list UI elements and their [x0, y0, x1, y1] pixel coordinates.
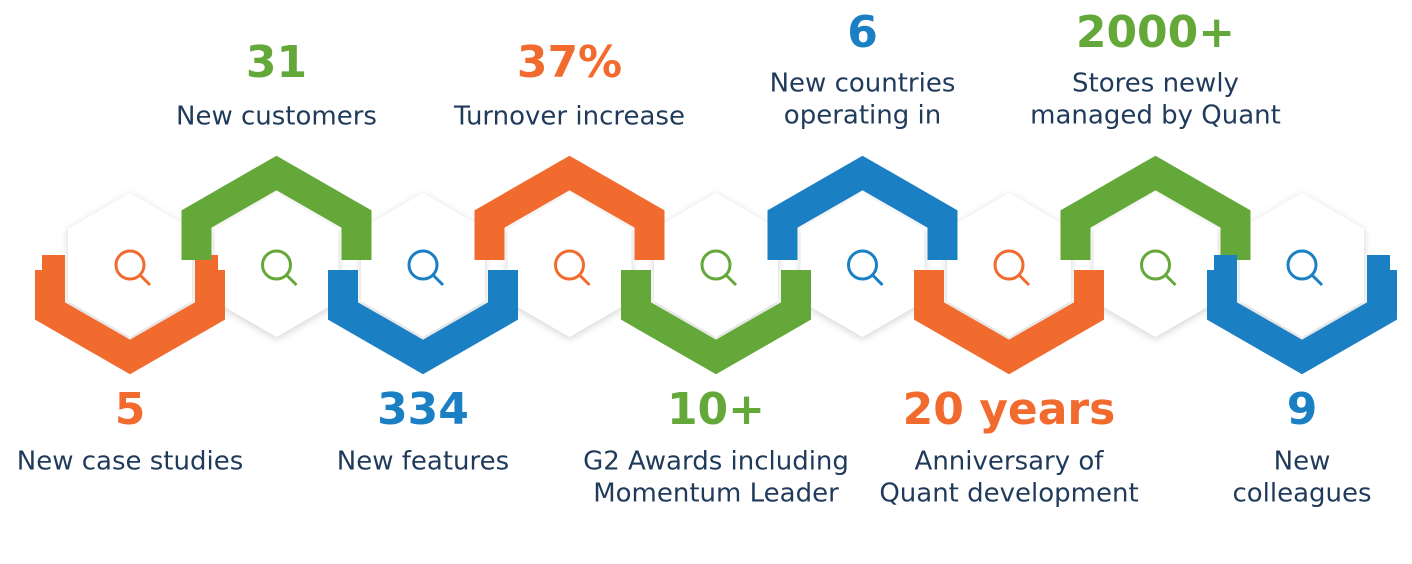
- hexagon: [507, 193, 632, 337]
- stat-number: 31: [246, 37, 307, 88]
- stat-label: New case studies: [17, 447, 244, 477]
- icon-shape: [847, 249, 878, 281]
- icon: [847, 249, 884, 287]
- band: [35, 255, 225, 375]
- stat-label: Stores newly: [1072, 69, 1239, 99]
- stat-label: New features: [337, 447, 509, 477]
- hexagon: [68, 193, 192, 337]
- hexagon: [1240, 193, 1364, 337]
- stat-number: 10+: [667, 384, 765, 435]
- stat-number: 2000+: [1076, 7, 1235, 58]
- stat-label: New: [1274, 447, 1331, 477]
- icon: [554, 249, 591, 287]
- hexagon: [947, 193, 1071, 337]
- icon-shape: [554, 249, 585, 281]
- icon-shape: [261, 249, 292, 281]
- icon-shape: [1017, 273, 1031, 287]
- stat-label: Momentum Leader: [593, 479, 839, 509]
- stat-label: New countries: [770, 69, 956, 99]
- icon-shape: [1286, 249, 1318, 281]
- band: [474, 155, 665, 260]
- band: [914, 270, 1104, 375]
- hexagon: [361, 193, 485, 337]
- icon-shape: [578, 273, 591, 287]
- icon: [700, 249, 738, 287]
- hexagon: [214, 193, 339, 337]
- icon-shape: [700, 249, 732, 281]
- icon: [1140, 249, 1177, 287]
- icon-shape: [138, 273, 152, 287]
- icon-shape: [431, 273, 445, 287]
- hexagon: [1093, 193, 1218, 337]
- stat-label: Turnover increase: [453, 102, 685, 132]
- icon: [993, 249, 1031, 287]
- band: [1207, 255, 1397, 375]
- icon-shape: [1164, 273, 1177, 287]
- icon: [407, 249, 445, 287]
- band: [767, 155, 958, 260]
- stat-label: Anniversary of: [915, 447, 1105, 477]
- stat-label: colleagues: [1232, 479, 1371, 509]
- stat-label: G2 Awards including: [583, 447, 849, 477]
- stat-number: 20 years: [903, 384, 1116, 435]
- icon-shape: [114, 249, 146, 281]
- band: [181, 155, 372, 260]
- stat-number: 6: [847, 7, 878, 58]
- stat-label: managed by Quant: [1030, 101, 1281, 131]
- stat-number: 5: [115, 384, 146, 435]
- hexagon: [654, 193, 778, 337]
- band: [328, 270, 518, 375]
- icon-shape: [871, 273, 884, 287]
- band: [621, 270, 811, 375]
- icon-shape: [724, 273, 738, 287]
- icon: [261, 249, 298, 287]
- stat-number: 334: [377, 384, 469, 435]
- stat-label: New customers: [176, 102, 377, 132]
- stat-number: 9: [1287, 384, 1318, 435]
- stat-label: operating in: [784, 101, 941, 131]
- icon-shape: [993, 249, 1025, 281]
- stat-label: Quant development: [879, 479, 1138, 509]
- icon-shape: [407, 249, 439, 281]
- icon-shape: [1310, 273, 1324, 287]
- icon-shape: [285, 273, 298, 287]
- icon-shape: [1140, 249, 1171, 281]
- icon: [1286, 249, 1324, 287]
- icon: [114, 249, 152, 287]
- hexagon: [800, 193, 925, 337]
- stat-number: 37%: [517, 37, 622, 88]
- band: [1060, 155, 1251, 260]
